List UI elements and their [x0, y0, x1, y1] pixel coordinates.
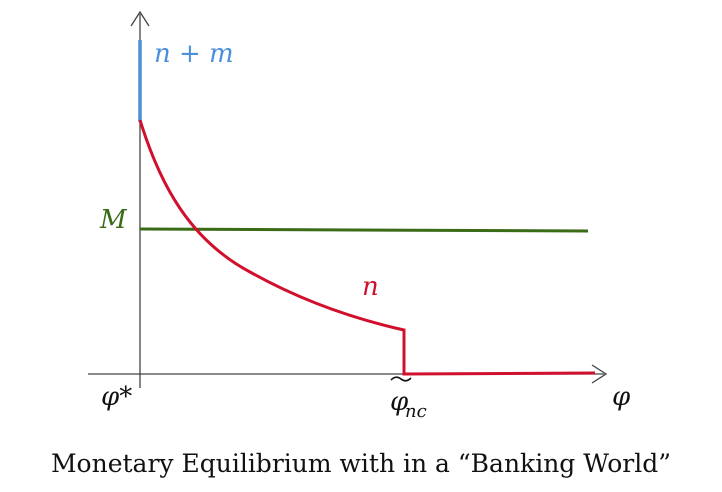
x-axis-arrowhead	[591, 364, 608, 384]
threshold-base-label: φ	[390, 387, 409, 417]
money-label: M	[99, 205, 128, 235]
threshold-label: φ nc	[390, 376, 427, 422]
figure-caption: Monetary Equilibrium with in a “Banking …	[51, 449, 671, 478]
n-plus-m-label: n + m	[154, 39, 234, 69]
n-curve	[138, 119, 596, 376]
y-axis-arrowhead	[130, 10, 150, 27]
tilde-mark	[390, 376, 412, 382]
money-supply-line	[139, 227, 589, 233]
phi-star-label: φ*	[101, 382, 132, 412]
x-axis-label: φ	[612, 382, 631, 412]
threshold-subscript-label: nc	[405, 401, 427, 422]
n-label: n	[362, 272, 379, 302]
